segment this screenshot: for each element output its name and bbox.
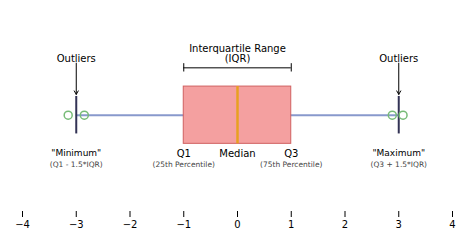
svg-text:"Minimum": "Minimum" — [51, 148, 101, 158]
svg-text:−3: −3 — [69, 219, 84, 230]
svg-text:2: 2 — [342, 219, 348, 230]
svg-text:−1: −1 — [176, 219, 191, 230]
svg-text:3: 3 — [396, 219, 402, 230]
svg-text:Outliers: Outliers — [379, 53, 418, 64]
svg-text:−4: −4 — [15, 219, 30, 230]
svg-text:0: 0 — [234, 219, 240, 230]
svg-text:(25th Percentile): (25th Percentile) — [153, 160, 216, 169]
svg-text:(Q3 + 1.5*IQR): (Q3 + 1.5*IQR) — [370, 160, 427, 169]
svg-text:1: 1 — [288, 219, 294, 230]
svg-text:Interquartile Range(IQR): Interquartile Range(IQR) — [189, 43, 286, 64]
svg-text:Q3: Q3 — [284, 148, 298, 159]
svg-text:Q1: Q1 — [177, 148, 191, 159]
svg-text:"Maximum": "Maximum" — [372, 148, 425, 158]
svg-text:Median: Median — [219, 148, 255, 159]
svg-text:(Q1 - 1.5*IQR): (Q1 - 1.5*IQR) — [50, 160, 103, 169]
svg-text:4: 4 — [449, 219, 455, 230]
svg-text:Outliers: Outliers — [57, 53, 96, 64]
svg-text:(75th Percentile): (75th Percentile) — [260, 160, 323, 169]
svg-text:−2: −2 — [123, 219, 138, 230]
